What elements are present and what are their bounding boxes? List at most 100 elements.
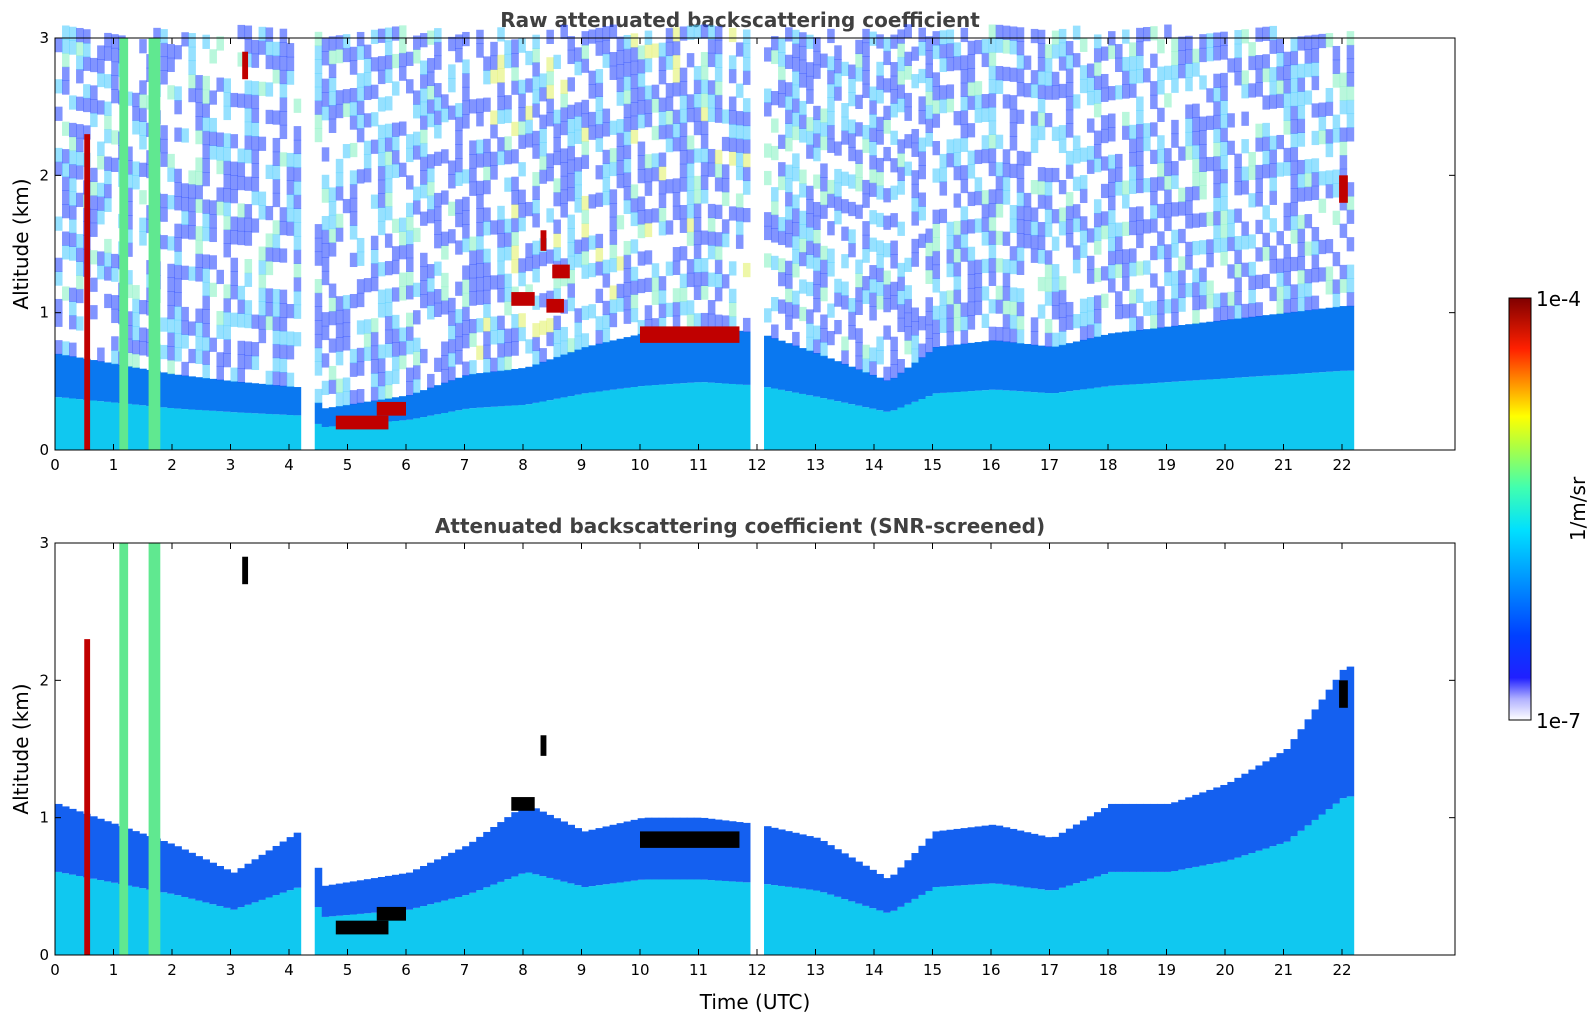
noise-cell (462, 279, 470, 294)
noise-cell (686, 176, 695, 191)
bl-upper-cell (476, 373, 484, 408)
bl-lower-cell (939, 886, 948, 955)
noise-cell (1065, 192, 1074, 207)
bl-lower-cell (504, 405, 512, 450)
bl-lower-cell (349, 424, 358, 450)
noise-cell (55, 79, 63, 94)
noise-cell (588, 29, 597, 44)
noise-cell (1255, 123, 1263, 138)
bl-lower-cell (1290, 836, 1299, 955)
noise-cell (342, 198, 351, 214)
noise-cell (1269, 259, 1277, 274)
noise-cell (476, 276, 484, 292)
noise-cell (384, 151, 393, 166)
bl-lower-cell (188, 409, 196, 450)
bl-upper-cell (195, 377, 203, 410)
noise-cell (1171, 174, 1179, 190)
noise-cell (335, 158, 344, 174)
noise-cell (981, 135, 990, 150)
bl-upper-cell (104, 821, 112, 882)
noise-cell (1086, 63, 1095, 78)
noise-cell (328, 228, 337, 243)
noise-cell (560, 79, 568, 94)
noise-cell (1108, 264, 1116, 279)
noise-cell (686, 162, 695, 178)
bl-upper-cell (953, 828, 962, 886)
noise-cell (742, 125, 751, 140)
noise-cell (1030, 111, 1039, 126)
noise-cell (820, 135, 828, 151)
noise-cell (511, 121, 519, 137)
noise-cell (553, 54, 561, 69)
noise-cell (335, 186, 344, 201)
noise-cell (62, 25, 70, 40)
noise-cell (413, 310, 421, 325)
noise-cell (1192, 103, 1200, 118)
noise-cell (1086, 310, 1095, 325)
noise-cell (827, 221, 835, 236)
bl-lower-cell (1269, 375, 1277, 450)
noise-cell (202, 199, 210, 214)
noise-cell (742, 29, 751, 44)
noise-cell (1304, 90, 1313, 105)
noise-cell (1016, 54, 1025, 69)
noise-cell (1143, 123, 1151, 138)
bl-upper-cell (742, 822, 751, 883)
noise-cell (728, 55, 737, 70)
noise-cell (356, 169, 365, 184)
noise-cell (406, 216, 414, 231)
noise-cell (792, 194, 800, 209)
noise-cell (623, 48, 632, 63)
bl-upper-cell (764, 826, 772, 885)
noise-cell (820, 190, 828, 206)
noise-cell (202, 350, 210, 365)
bl-upper-cell (644, 332, 653, 386)
noise-cell (953, 234, 962, 249)
bl-upper-cell (862, 372, 870, 408)
noise-cell (778, 134, 786, 149)
noise-cell (1009, 95, 1018, 110)
bl-upper-cell (686, 817, 695, 880)
noise-cell (1206, 33, 1214, 48)
noise-cell (890, 213, 898, 228)
noise-cell (125, 187, 133, 202)
noise-cell (160, 235, 168, 250)
noise-cell (876, 116, 884, 131)
noise-cell (1009, 136, 1018, 151)
noise-cell (125, 173, 133, 189)
noise-cell (925, 310, 933, 326)
noise-cell (700, 312, 709, 328)
bl-upper-cell (483, 372, 491, 408)
bl-upper-cell (490, 371, 498, 407)
noise-cell (1220, 141, 1228, 156)
noise-cell (1009, 204, 1018, 220)
bl-upper-cell (714, 819, 723, 881)
noise-cell (469, 264, 477, 279)
noise-cell (1044, 112, 1053, 128)
noise-cell (707, 148, 716, 164)
noise-cell (1311, 75, 1320, 91)
noise-cell (728, 96, 737, 111)
noise-cell (76, 55, 84, 70)
noise-cell (1255, 274, 1263, 289)
noise-cell (483, 262, 491, 277)
noise-cell (69, 164, 77, 179)
noise-cell (391, 287, 400, 302)
noise-cell (237, 175, 246, 191)
noise-cell (55, 312, 63, 327)
noise-cell (97, 100, 105, 115)
bl-upper-cell (981, 825, 990, 884)
bl-upper-cell (251, 383, 260, 414)
noise-cell (483, 166, 491, 181)
bl-lower-cell (1241, 377, 1249, 450)
bl-lower-cell (862, 407, 870, 450)
noise-cell (483, 358, 491, 373)
noise-cell (602, 190, 611, 206)
noise-cell (1318, 198, 1327, 213)
noise-cell (1185, 49, 1193, 64)
bl-lower-cell (539, 876, 547, 955)
noise-cell (370, 263, 379, 278)
noise-cell (342, 322, 351, 337)
bl-upper-cell (497, 822, 505, 882)
noise-cell (813, 147, 821, 162)
